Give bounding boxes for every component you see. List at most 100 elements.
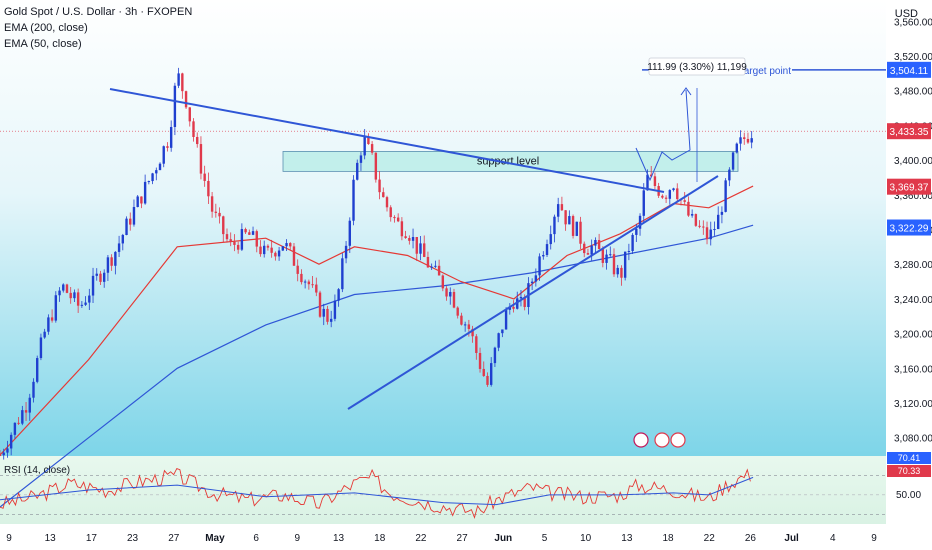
- candle-body: [542, 254, 545, 257]
- candle-body: [266, 245, 270, 248]
- candle-body: [716, 214, 720, 230]
- rsi-line: [0, 468, 751, 519]
- candle-body: [616, 267, 619, 275]
- candle-body: [519, 296, 523, 299]
- candle-body: [367, 137, 370, 145]
- candle-body: [571, 216, 575, 236]
- candle-body: [575, 221, 578, 236]
- candle-body: [705, 227, 709, 240]
- rsi-label: RSI (14, close): [4, 465, 70, 476]
- time-tick-label: 13: [333, 533, 345, 544]
- time-tick-label: Jul: [784, 533, 799, 544]
- time-tick-label: 9: [6, 533, 12, 544]
- candle-body: [746, 138, 750, 143]
- currency-label[interactable]: USD: [894, 8, 918, 20]
- candle-body: [378, 179, 381, 193]
- support-label: support level: [477, 155, 539, 167]
- candle-body: [471, 328, 474, 337]
- candle-body: [166, 146, 169, 148]
- time-axis: [0, 524, 932, 550]
- candle-body: [125, 218, 128, 235]
- candle-body: [155, 170, 158, 174]
- candle-body: [102, 272, 106, 282]
- candle-body: [240, 229, 244, 250]
- candle-body: [222, 216, 225, 235]
- candle-body: [329, 318, 333, 322]
- candle-body: [434, 265, 437, 267]
- candle-body: [192, 121, 195, 137]
- price-tag: [887, 123, 931, 140]
- candle-body: [13, 422, 17, 435]
- candle-body: [713, 229, 716, 231]
- candle-body: [586, 253, 590, 255]
- candle-body: [449, 291, 452, 297]
- candle-body: [274, 252, 277, 257]
- candle-body: [419, 243, 422, 254]
- candle-body: [731, 152, 735, 170]
- candle-body: [54, 295, 58, 321]
- candle-body: [162, 146, 165, 164]
- time-tick-label: 13: [45, 533, 57, 544]
- candle-body: [556, 204, 560, 217]
- ema200-legend[interactable]: EMA (200, close): [4, 22, 88, 34]
- candle-body: [583, 243, 586, 254]
- candle-body: [210, 196, 214, 212]
- candle-body: [341, 258, 344, 290]
- candle-body: [285, 243, 288, 247]
- rsi-tick-label: 50.00: [896, 490, 921, 501]
- candle-body: [538, 256, 541, 276]
- candle-body: [62, 284, 65, 291]
- candle-body: [132, 207, 136, 225]
- rsi-value-tag-label: 70.41: [898, 453, 921, 463]
- candle-body: [99, 273, 102, 282]
- candle-body: [463, 324, 467, 326]
- candle-body: [594, 240, 597, 246]
- candle-body: [73, 292, 76, 299]
- candle-body: [385, 197, 389, 208]
- candle-body: [2, 452, 5, 456]
- candle-body: [642, 190, 645, 216]
- candle-body: [396, 217, 400, 222]
- ema50-legend[interactable]: EMA (50, close): [4, 38, 82, 50]
- time-tick-label: 9: [295, 533, 301, 544]
- candle-body: [188, 107, 191, 122]
- symbol-title[interactable]: Gold Spot / U.S. Dollar · 3h · FXOPEN: [4, 6, 193, 18]
- projection-path: [635, 89, 691, 182]
- candle-body: [411, 237, 415, 241]
- candle-body: [136, 196, 139, 208]
- candle-body: [631, 234, 634, 251]
- price-tick-label: 3,080.00: [894, 434, 932, 445]
- candle-body: [36, 358, 39, 382]
- price-tick-label: 3,240.00: [894, 295, 932, 306]
- candle-body: [177, 73, 180, 86]
- candle-body: [214, 211, 218, 213]
- candle-body: [456, 307, 459, 316]
- projection-arrowhead: [680, 87, 692, 96]
- candle-body: [307, 281, 311, 285]
- candle-body: [32, 381, 35, 398]
- time-tick-label: 23: [127, 533, 139, 544]
- time-tick-label: 27: [168, 533, 180, 544]
- candle-body: [720, 211, 724, 215]
- candle-body: [117, 243, 121, 252]
- time-tick-label: 13: [621, 533, 633, 544]
- candle-body: [326, 308, 329, 322]
- candle-body: [318, 292, 322, 317]
- candle-body: [661, 195, 664, 198]
- candle-body: [359, 155, 363, 163]
- candle-body: [95, 273, 98, 276]
- candle-body: [687, 201, 690, 216]
- candle-body: [426, 256, 430, 268]
- price-tag-label: 3,369.37: [890, 183, 929, 194]
- candle-body: [709, 229, 712, 240]
- ema200-line: [0, 224, 754, 508]
- candle-body: [735, 143, 738, 153]
- time-tick-label: 6: [253, 533, 259, 544]
- candle-body: [620, 267, 623, 278]
- candle-body: [415, 237, 418, 254]
- candle-body: [690, 214, 694, 216]
- candle-body: [452, 291, 456, 308]
- candle-body: [728, 169, 731, 181]
- time-tick-label: 5: [542, 533, 548, 544]
